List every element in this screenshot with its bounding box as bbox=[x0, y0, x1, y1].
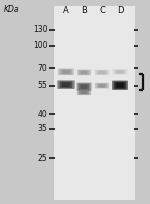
FancyBboxPatch shape bbox=[97, 70, 107, 74]
FancyBboxPatch shape bbox=[79, 70, 89, 75]
FancyBboxPatch shape bbox=[117, 70, 123, 73]
FancyBboxPatch shape bbox=[99, 71, 105, 74]
FancyBboxPatch shape bbox=[97, 83, 107, 88]
FancyBboxPatch shape bbox=[60, 81, 72, 88]
Text: B: B bbox=[81, 6, 87, 15]
FancyBboxPatch shape bbox=[62, 82, 70, 87]
Text: C: C bbox=[99, 6, 105, 15]
Text: D: D bbox=[117, 6, 123, 15]
Text: KDa: KDa bbox=[4, 5, 20, 14]
FancyBboxPatch shape bbox=[115, 70, 125, 74]
FancyBboxPatch shape bbox=[81, 71, 87, 74]
Text: 35: 35 bbox=[38, 124, 47, 133]
FancyBboxPatch shape bbox=[99, 84, 105, 88]
Text: 70: 70 bbox=[38, 64, 47, 73]
FancyBboxPatch shape bbox=[79, 90, 89, 94]
FancyBboxPatch shape bbox=[81, 90, 87, 94]
FancyBboxPatch shape bbox=[58, 69, 74, 75]
FancyBboxPatch shape bbox=[81, 84, 87, 89]
Text: 130: 130 bbox=[33, 25, 47, 34]
FancyBboxPatch shape bbox=[112, 81, 128, 90]
FancyBboxPatch shape bbox=[113, 69, 127, 74]
Text: A: A bbox=[63, 6, 69, 15]
Text: 25: 25 bbox=[38, 154, 47, 163]
FancyBboxPatch shape bbox=[95, 83, 109, 89]
FancyBboxPatch shape bbox=[77, 70, 91, 75]
FancyBboxPatch shape bbox=[114, 82, 126, 89]
FancyBboxPatch shape bbox=[62, 70, 70, 74]
FancyBboxPatch shape bbox=[57, 80, 75, 89]
FancyBboxPatch shape bbox=[116, 83, 124, 88]
FancyBboxPatch shape bbox=[60, 69, 72, 74]
FancyBboxPatch shape bbox=[76, 83, 92, 91]
Text: 40: 40 bbox=[38, 110, 47, 119]
FancyBboxPatch shape bbox=[77, 89, 91, 95]
Bar bbox=[54, 6, 135, 200]
FancyBboxPatch shape bbox=[95, 70, 109, 75]
FancyBboxPatch shape bbox=[79, 84, 90, 90]
Text: 55: 55 bbox=[38, 81, 47, 90]
Text: 100: 100 bbox=[33, 41, 47, 50]
